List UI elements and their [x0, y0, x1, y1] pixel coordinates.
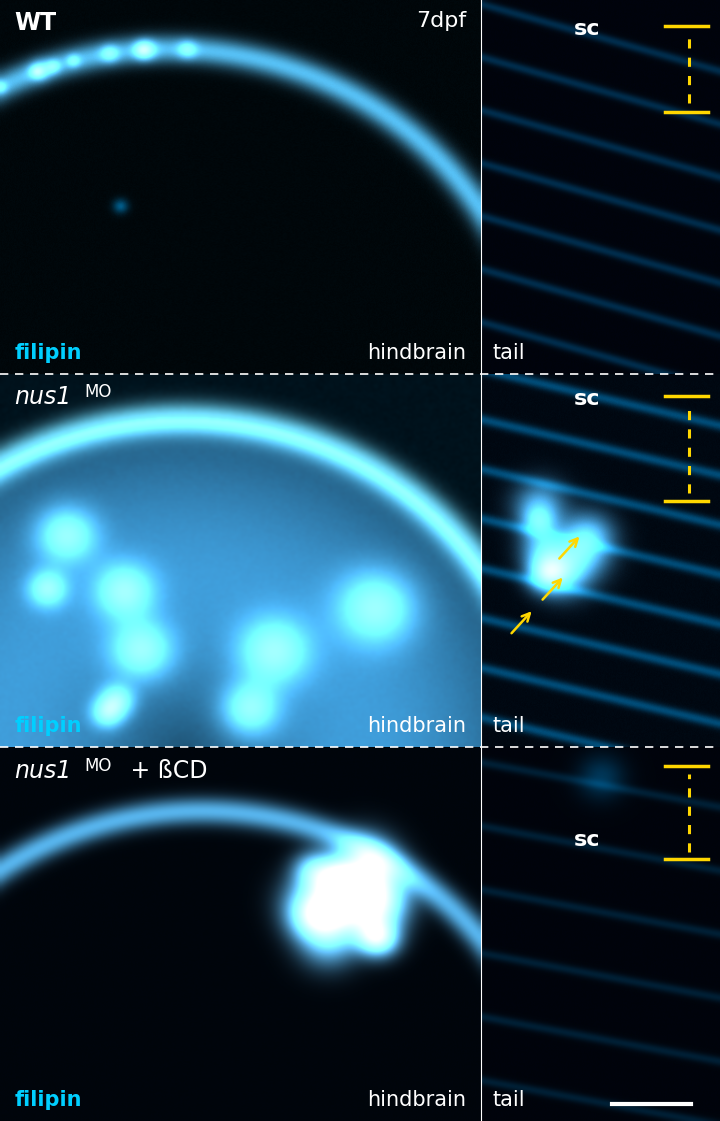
Text: nus1: nus1: [14, 759, 72, 782]
Text: nus1: nus1: [14, 385, 72, 409]
Text: hindbrain: hindbrain: [367, 1090, 467, 1110]
Text: filipin: filipin: [14, 716, 82, 736]
Text: hindbrain: hindbrain: [367, 716, 467, 736]
Text: tail: tail: [493, 716, 526, 736]
Text: tail: tail: [493, 343, 526, 362]
Text: + ßCD: + ßCD: [122, 759, 207, 782]
Text: 7dpf: 7dpf: [416, 11, 467, 31]
Text: MO: MO: [84, 757, 112, 775]
Text: MO: MO: [84, 383, 112, 401]
Text: sc: sc: [574, 389, 600, 409]
Text: tail: tail: [493, 1090, 526, 1110]
Text: WT: WT: [14, 11, 57, 36]
Text: filipin: filipin: [14, 343, 82, 362]
Text: hindbrain: hindbrain: [367, 343, 467, 362]
Text: sc: sc: [574, 830, 600, 850]
Text: sc: sc: [574, 19, 600, 39]
Text: filipin: filipin: [14, 1090, 82, 1110]
